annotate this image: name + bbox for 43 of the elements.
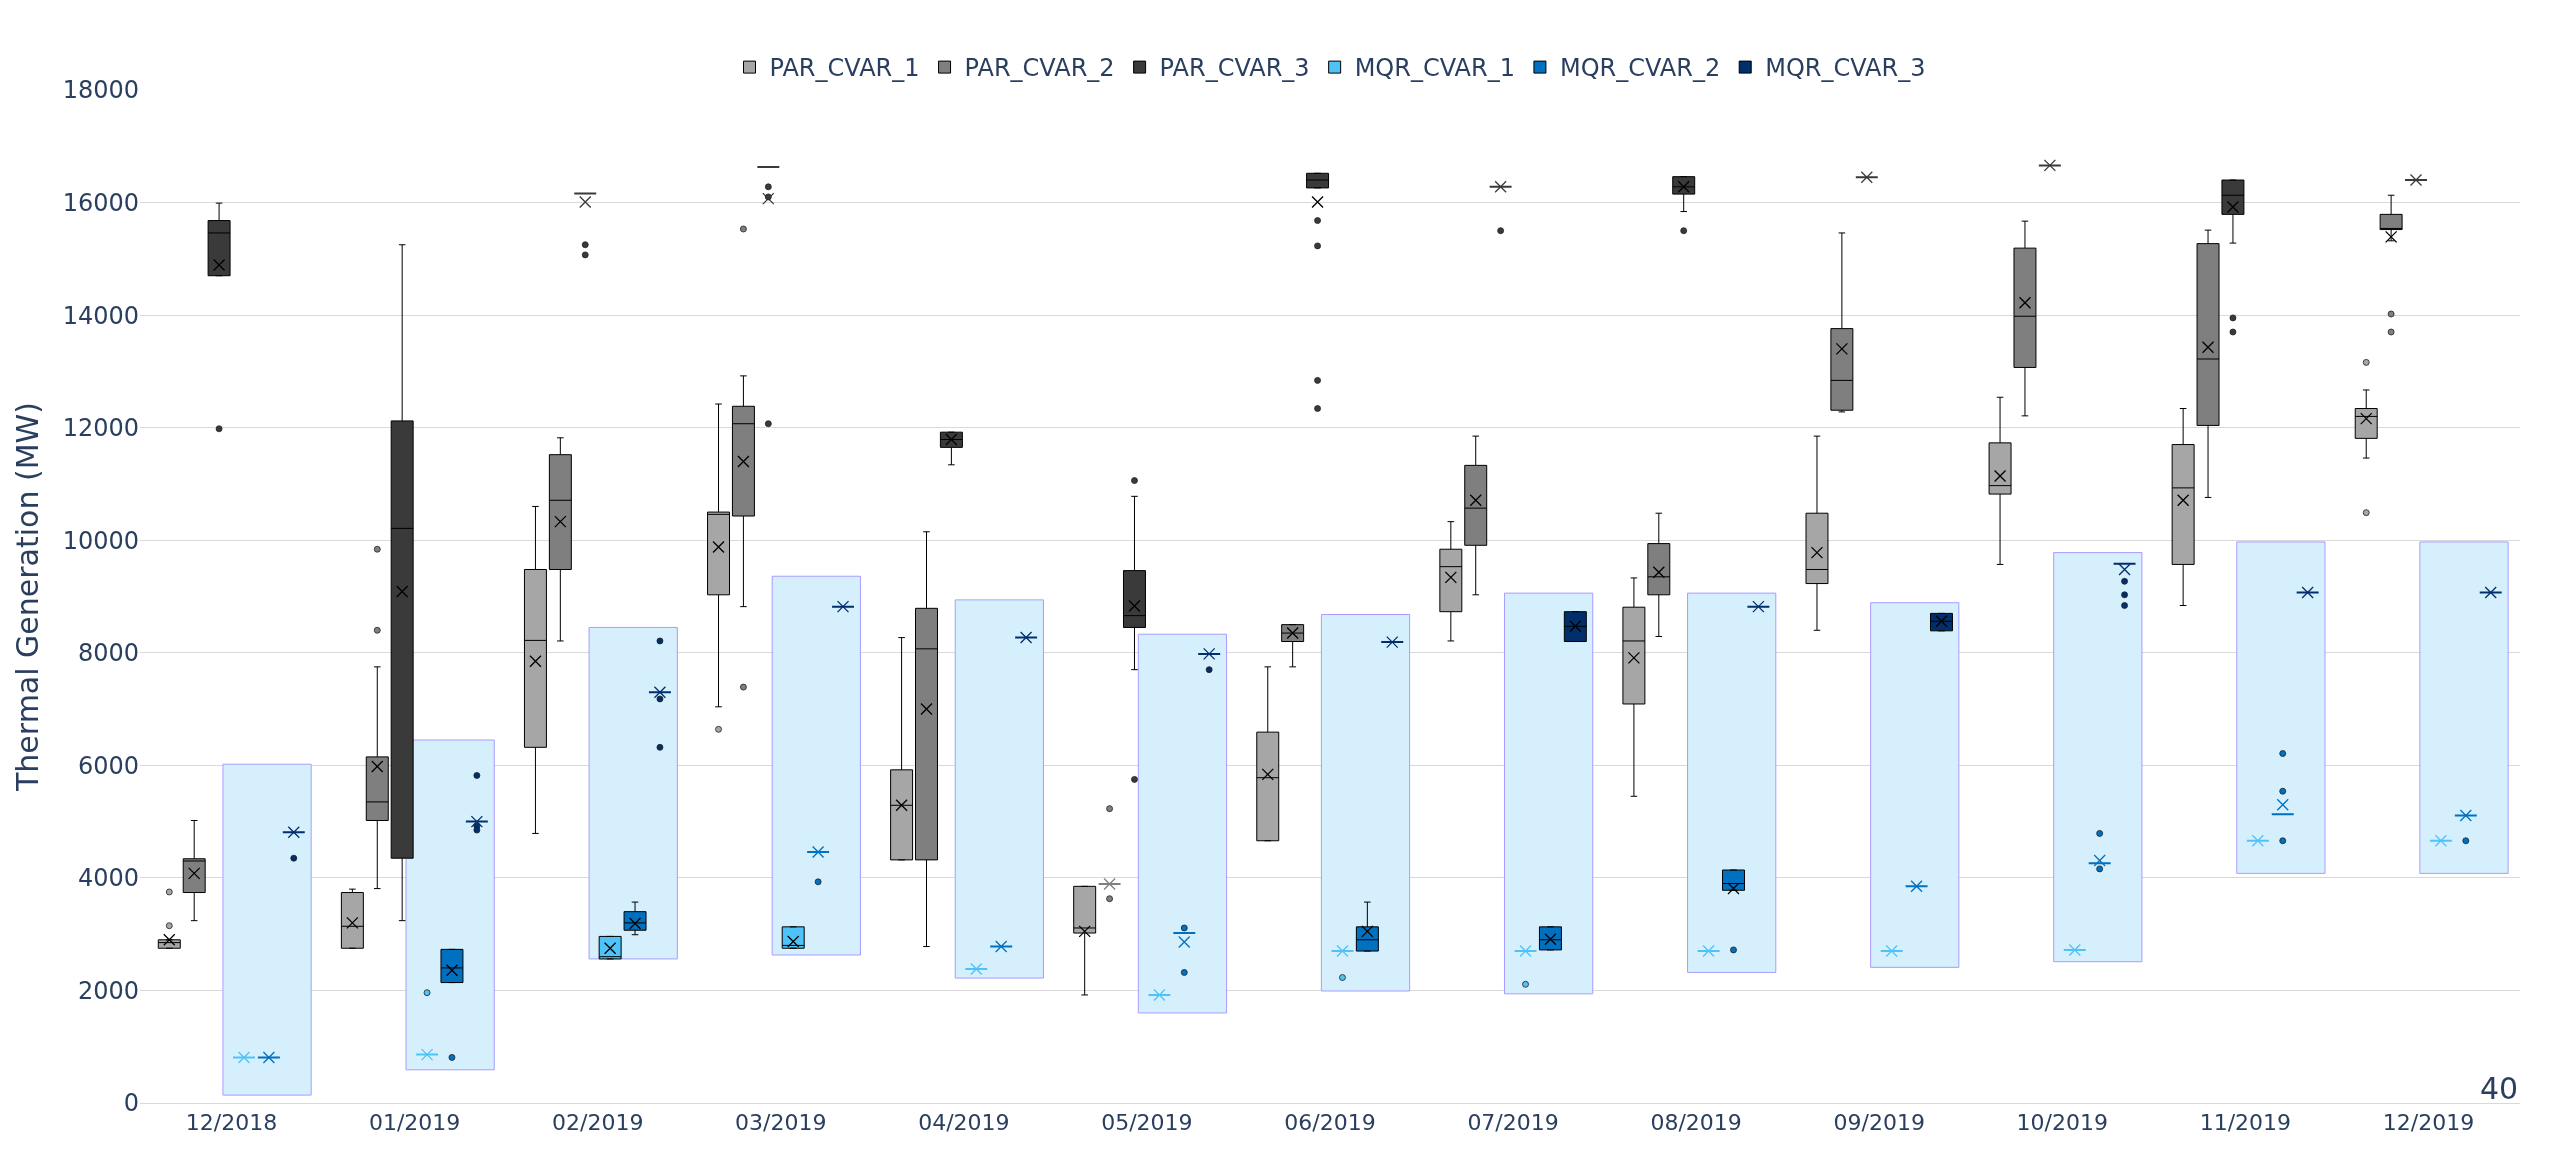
y-tick-label: 6000 bbox=[77, 751, 139, 780]
y-tick-label: 2000 bbox=[77, 976, 139, 1005]
bar bbox=[222, 763, 312, 1096]
legend-label: MQR_CVAR_1 bbox=[1354, 54, 1515, 83]
y-tick-label: 0 bbox=[123, 1089, 139, 1118]
bar bbox=[1687, 592, 1777, 973]
legend-label: PAR_CVAR_1 bbox=[769, 54, 920, 83]
y-tick-label: 10000 bbox=[62, 526, 139, 555]
y-tick-label: 12000 bbox=[62, 414, 139, 443]
bar bbox=[771, 575, 861, 956]
bar bbox=[1137, 633, 1228, 1014]
x-tick-label: 10/2019 bbox=[2016, 1110, 2109, 1136]
bar bbox=[588, 626, 678, 960]
y-tick-label: 14000 bbox=[62, 301, 139, 330]
legend-label: PAR_CVAR_3 bbox=[1159, 54, 1310, 83]
x-tick-label: 04/2019 bbox=[918, 1110, 1010, 1136]
y-tick-label: 18000 bbox=[62, 76, 139, 105]
y-tick-label: 4000 bbox=[77, 864, 139, 893]
bar bbox=[2053, 552, 2143, 963]
bar bbox=[1503, 592, 1594, 995]
x-tick-label: 09/2019 bbox=[1833, 1110, 1925, 1136]
legend-label: MQR_CVAR_2 bbox=[1559, 54, 1721, 83]
bar bbox=[2419, 541, 2509, 874]
x-tick-label: 08/2019 bbox=[1650, 1110, 1742, 1136]
bar bbox=[2236, 541, 2326, 874]
x-tick-label: 07/2019 bbox=[1467, 1110, 1559, 1136]
bar bbox=[954, 599, 1044, 979]
x-tick-label: 01/2019 bbox=[368, 1110, 461, 1136]
legend-label: MQR_CVAR_3 bbox=[1765, 54, 1926, 83]
legend-label: PAR_CVAR_2 bbox=[964, 54, 1115, 83]
x-tick-label: 12/2019 bbox=[2382, 1110, 2475, 1136]
y-tick-label: 8000 bbox=[77, 639, 139, 668]
bar bbox=[1870, 602, 1960, 968]
x-tick-label: 06/2019 bbox=[1284, 1110, 1376, 1136]
y-axis-title: Thermal Generation (MW) bbox=[9, 402, 45, 792]
x-tick-label: 05/2019 bbox=[1101, 1110, 1193, 1136]
y-tick-label: 16000 bbox=[62, 188, 139, 217]
x-tick-label: 02/2019 bbox=[551, 1110, 644, 1136]
x-tick-label: 11/2019 bbox=[2199, 1110, 2292, 1136]
bar bbox=[1320, 614, 1411, 992]
annotation: 40 bbox=[2480, 1071, 2519, 1106]
x-tick-label: 03/2019 bbox=[735, 1110, 827, 1136]
x-tick-label: 12/2018 bbox=[185, 1110, 278, 1136]
